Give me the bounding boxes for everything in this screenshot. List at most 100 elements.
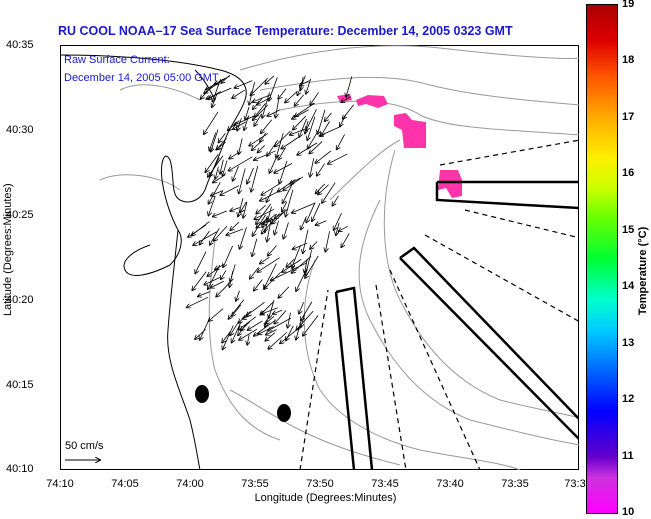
current-vector [252, 238, 258, 256]
shipping-lanes [334, 180, 579, 470]
current-vector [254, 319, 276, 336]
y-tick: 40:20 [6, 294, 34, 306]
current-vector [303, 315, 319, 335]
current-vector [296, 266, 309, 291]
current-vector [299, 118, 307, 137]
current-vector [279, 160, 288, 184]
x-tick: 74:00 [176, 478, 204, 490]
current-vector [228, 299, 245, 319]
current-vector [322, 182, 336, 203]
current-vector [230, 221, 240, 230]
current-vector [334, 212, 342, 230]
current-vector [260, 190, 281, 200]
current-vector [312, 203, 321, 221]
current-vector [278, 286, 290, 298]
current-vector [273, 309, 283, 314]
current-vector [260, 256, 270, 263]
current-vector [213, 210, 227, 217]
current-vector [265, 316, 275, 323]
current-vector [198, 291, 211, 297]
current-vector [305, 120, 309, 134]
current-vector [297, 142, 318, 155]
current-vector [261, 307, 278, 315]
current-vector [266, 329, 277, 335]
current-vector [315, 220, 327, 226]
current-vector [258, 326, 274, 334]
current-vector [236, 290, 240, 301]
current-vector [274, 220, 279, 235]
station-marker [195, 385, 209, 403]
current-vector [307, 116, 316, 140]
current-vector [255, 103, 266, 117]
current-vector [234, 116, 254, 125]
current-vector [265, 332, 276, 341]
current-vector [232, 321, 242, 343]
dashed-lines [299, 139, 579, 470]
scale-label: 50 cm/s [65, 440, 104, 452]
colorbar-label: Temperature (°C) [637, 226, 649, 316]
x-tick: 73:50 [306, 478, 334, 490]
current-vector [239, 168, 246, 193]
current-vector [278, 147, 286, 160]
current-vector [256, 203, 272, 224]
x-tick: 74:05 [111, 478, 139, 490]
current-vector [249, 133, 269, 145]
current-vector [310, 92, 319, 105]
current-vector [315, 150, 332, 163]
colorbar-tick: 17 [622, 111, 635, 123]
current-vector [274, 163, 293, 173]
current-vector [233, 121, 247, 129]
current-vector [328, 153, 348, 164]
current-vector [283, 176, 304, 191]
current-vector [188, 224, 206, 237]
map-title: RU COOL NOAA–17 Sea Surface Temperature:… [58, 24, 513, 38]
current-vector [238, 198, 244, 216]
colorbar-tick: 14 [622, 280, 635, 292]
current-vector [199, 230, 210, 245]
current-vector [265, 75, 275, 84]
current-vector [294, 94, 304, 106]
current-vector [261, 119, 273, 133]
current-vector [346, 76, 353, 97]
current-vector [212, 78, 222, 101]
current-vector [282, 258, 302, 272]
current-vector [285, 189, 294, 217]
current-vector [268, 245, 277, 256]
current-vector [318, 184, 329, 195]
current-vector [269, 77, 278, 100]
current-vector [310, 158, 315, 177]
current-vector [214, 225, 228, 241]
current-vector [247, 334, 249, 345]
current-vector [215, 78, 224, 85]
current-vector [260, 132, 267, 142]
current-vector [281, 136, 300, 149]
colorbar-tick: 15 [622, 224, 635, 236]
current-vector [234, 80, 253, 88]
x-tick: 73:35 [501, 478, 529, 490]
current-vector [238, 316, 256, 330]
current-vector [204, 111, 219, 134]
current-vector [306, 109, 317, 130]
current-vector [297, 75, 306, 96]
current-vector [187, 296, 209, 307]
current-vector [239, 328, 258, 340]
colorbar-tick: 13 [622, 337, 635, 349]
current-vector [300, 80, 310, 86]
colorbar-tick: 10 [622, 506, 635, 518]
current-vector [229, 151, 240, 159]
current-vector [278, 88, 287, 99]
current-vector [233, 165, 239, 181]
current-vector [305, 250, 312, 275]
current-vector [238, 324, 247, 336]
current-vector [247, 167, 254, 184]
current-vector [192, 271, 207, 291]
current-vector [208, 195, 216, 216]
current-vector [243, 201, 248, 218]
current-vector [248, 320, 263, 330]
current-vector [306, 78, 312, 94]
colorbar-tick: 16 [622, 167, 635, 179]
current-vector [325, 112, 332, 121]
current-vector [301, 301, 313, 321]
current-vector [292, 262, 308, 270]
